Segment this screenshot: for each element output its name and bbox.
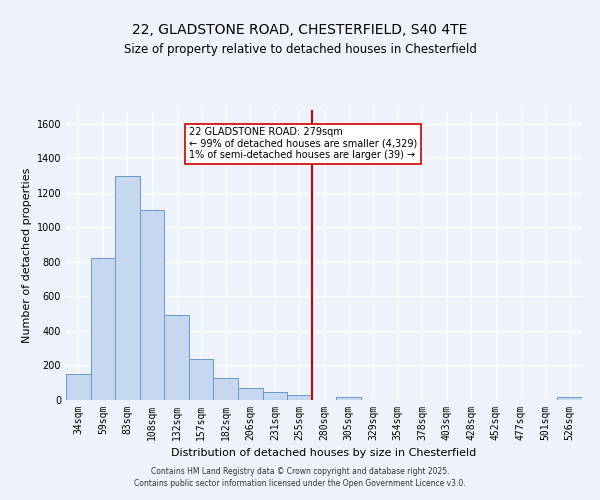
Y-axis label: Number of detached properties: Number of detached properties: [22, 168, 32, 342]
Text: Contains HM Land Registry data © Crown copyright and database right 2025.
Contai: Contains HM Land Registry data © Crown c…: [134, 466, 466, 487]
X-axis label: Distribution of detached houses by size in Chesterfield: Distribution of detached houses by size …: [172, 448, 476, 458]
Bar: [238, 388, 263, 400]
Bar: [287, 395, 312, 400]
Bar: [164, 316, 189, 400]
Bar: [66, 374, 91, 400]
Bar: [189, 360, 214, 400]
Text: Size of property relative to detached houses in Chesterfield: Size of property relative to detached ho…: [124, 42, 476, 56]
Bar: [336, 397, 361, 400]
Bar: [140, 210, 164, 400]
Bar: [115, 176, 140, 400]
Bar: [263, 392, 287, 400]
Bar: [214, 378, 238, 400]
Text: 22, GLADSTONE ROAD, CHESTERFIELD, S40 4TE: 22, GLADSTONE ROAD, CHESTERFIELD, S40 4T…: [133, 22, 467, 36]
Bar: [557, 397, 582, 400]
Bar: [91, 258, 115, 400]
Text: 22 GLADSTONE ROAD: 279sqm
← 99% of detached houses are smaller (4,329)
1% of sem: 22 GLADSTONE ROAD: 279sqm ← 99% of detac…: [189, 128, 417, 160]
